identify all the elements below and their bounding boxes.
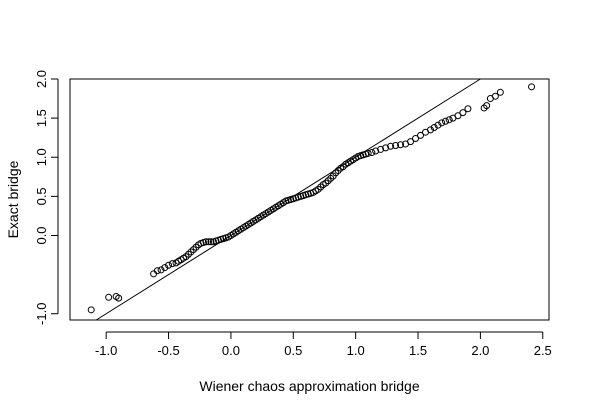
data-point: [372, 147, 380, 155]
x-tick-label: 0.0: [222, 343, 240, 358]
data-point: [165, 261, 173, 269]
data-point: [387, 142, 395, 150]
data-point: [427, 126, 434, 134]
data-point: [207, 238, 215, 246]
data-point: [364, 149, 372, 157]
x-tick-label: 0.5: [284, 343, 302, 358]
data-point: [496, 88, 504, 96]
x-tick-label: 1.5: [409, 343, 427, 358]
data-point: [202, 238, 210, 246]
data-point: [153, 267, 161, 275]
data-point: [441, 117, 449, 125]
plot-frame: [69, 78, 550, 321]
data-point: [438, 119, 446, 127]
x-tick-label: 2.5: [534, 343, 552, 358]
y-tick-label: -1.0: [34, 303, 49, 325]
data-point: [157, 266, 165, 274]
data-point: [397, 141, 405, 149]
data-point: [168, 260, 176, 268]
data-point: [445, 116, 453, 124]
data-point: [491, 92, 499, 100]
reference-line: [95, 78, 481, 321]
data-point: [377, 145, 385, 153]
data-point: [115, 294, 123, 302]
y-tick-label: 1.0: [34, 148, 49, 166]
x-tick-label: 1.0: [347, 343, 365, 358]
data-point: [434, 121, 442, 129]
y-axis-title: Exact bridge: [5, 160, 21, 238]
data-point: [412, 134, 420, 142]
data-point: [382, 144, 390, 152]
x-tick-label: -1.0: [95, 343, 117, 358]
y-tick-label: 2.0: [34, 70, 49, 88]
x-tick-label: -0.5: [157, 343, 179, 358]
data-points: [87, 83, 536, 314]
x-tick-label: 2.0: [471, 343, 489, 358]
data-point: [204, 238, 212, 246]
data-point: [430, 124, 438, 132]
data-point: [161, 264, 169, 272]
data-point: [459, 109, 467, 117]
data-point: [105, 293, 113, 301]
data-point: [528, 83, 536, 91]
x-axis-title: Wiener chaos approximation bridge: [199, 378, 419, 394]
x-axis: -1.0 -0.5 0.0 0.5 1.0 1.5 2.0 2.5: [95, 331, 552, 358]
reference-line-group: [95, 78, 481, 321]
y-tick-label: 0.0: [34, 226, 49, 244]
data-point: [464, 105, 472, 113]
data-point: [368, 149, 376, 157]
y-tick-label: 1.5: [34, 109, 49, 127]
y-tick-label: 0.5: [34, 187, 49, 205]
data-point: [407, 138, 415, 146]
data-point: [483, 102, 491, 110]
data-point: [454, 112, 462, 120]
y-axis: -1.0 0.0 0.5 1.0 1.5 2.0: [34, 70, 59, 325]
data-point: [417, 131, 425, 139]
data-point: [87, 306, 95, 314]
data-point: [392, 142, 400, 150]
